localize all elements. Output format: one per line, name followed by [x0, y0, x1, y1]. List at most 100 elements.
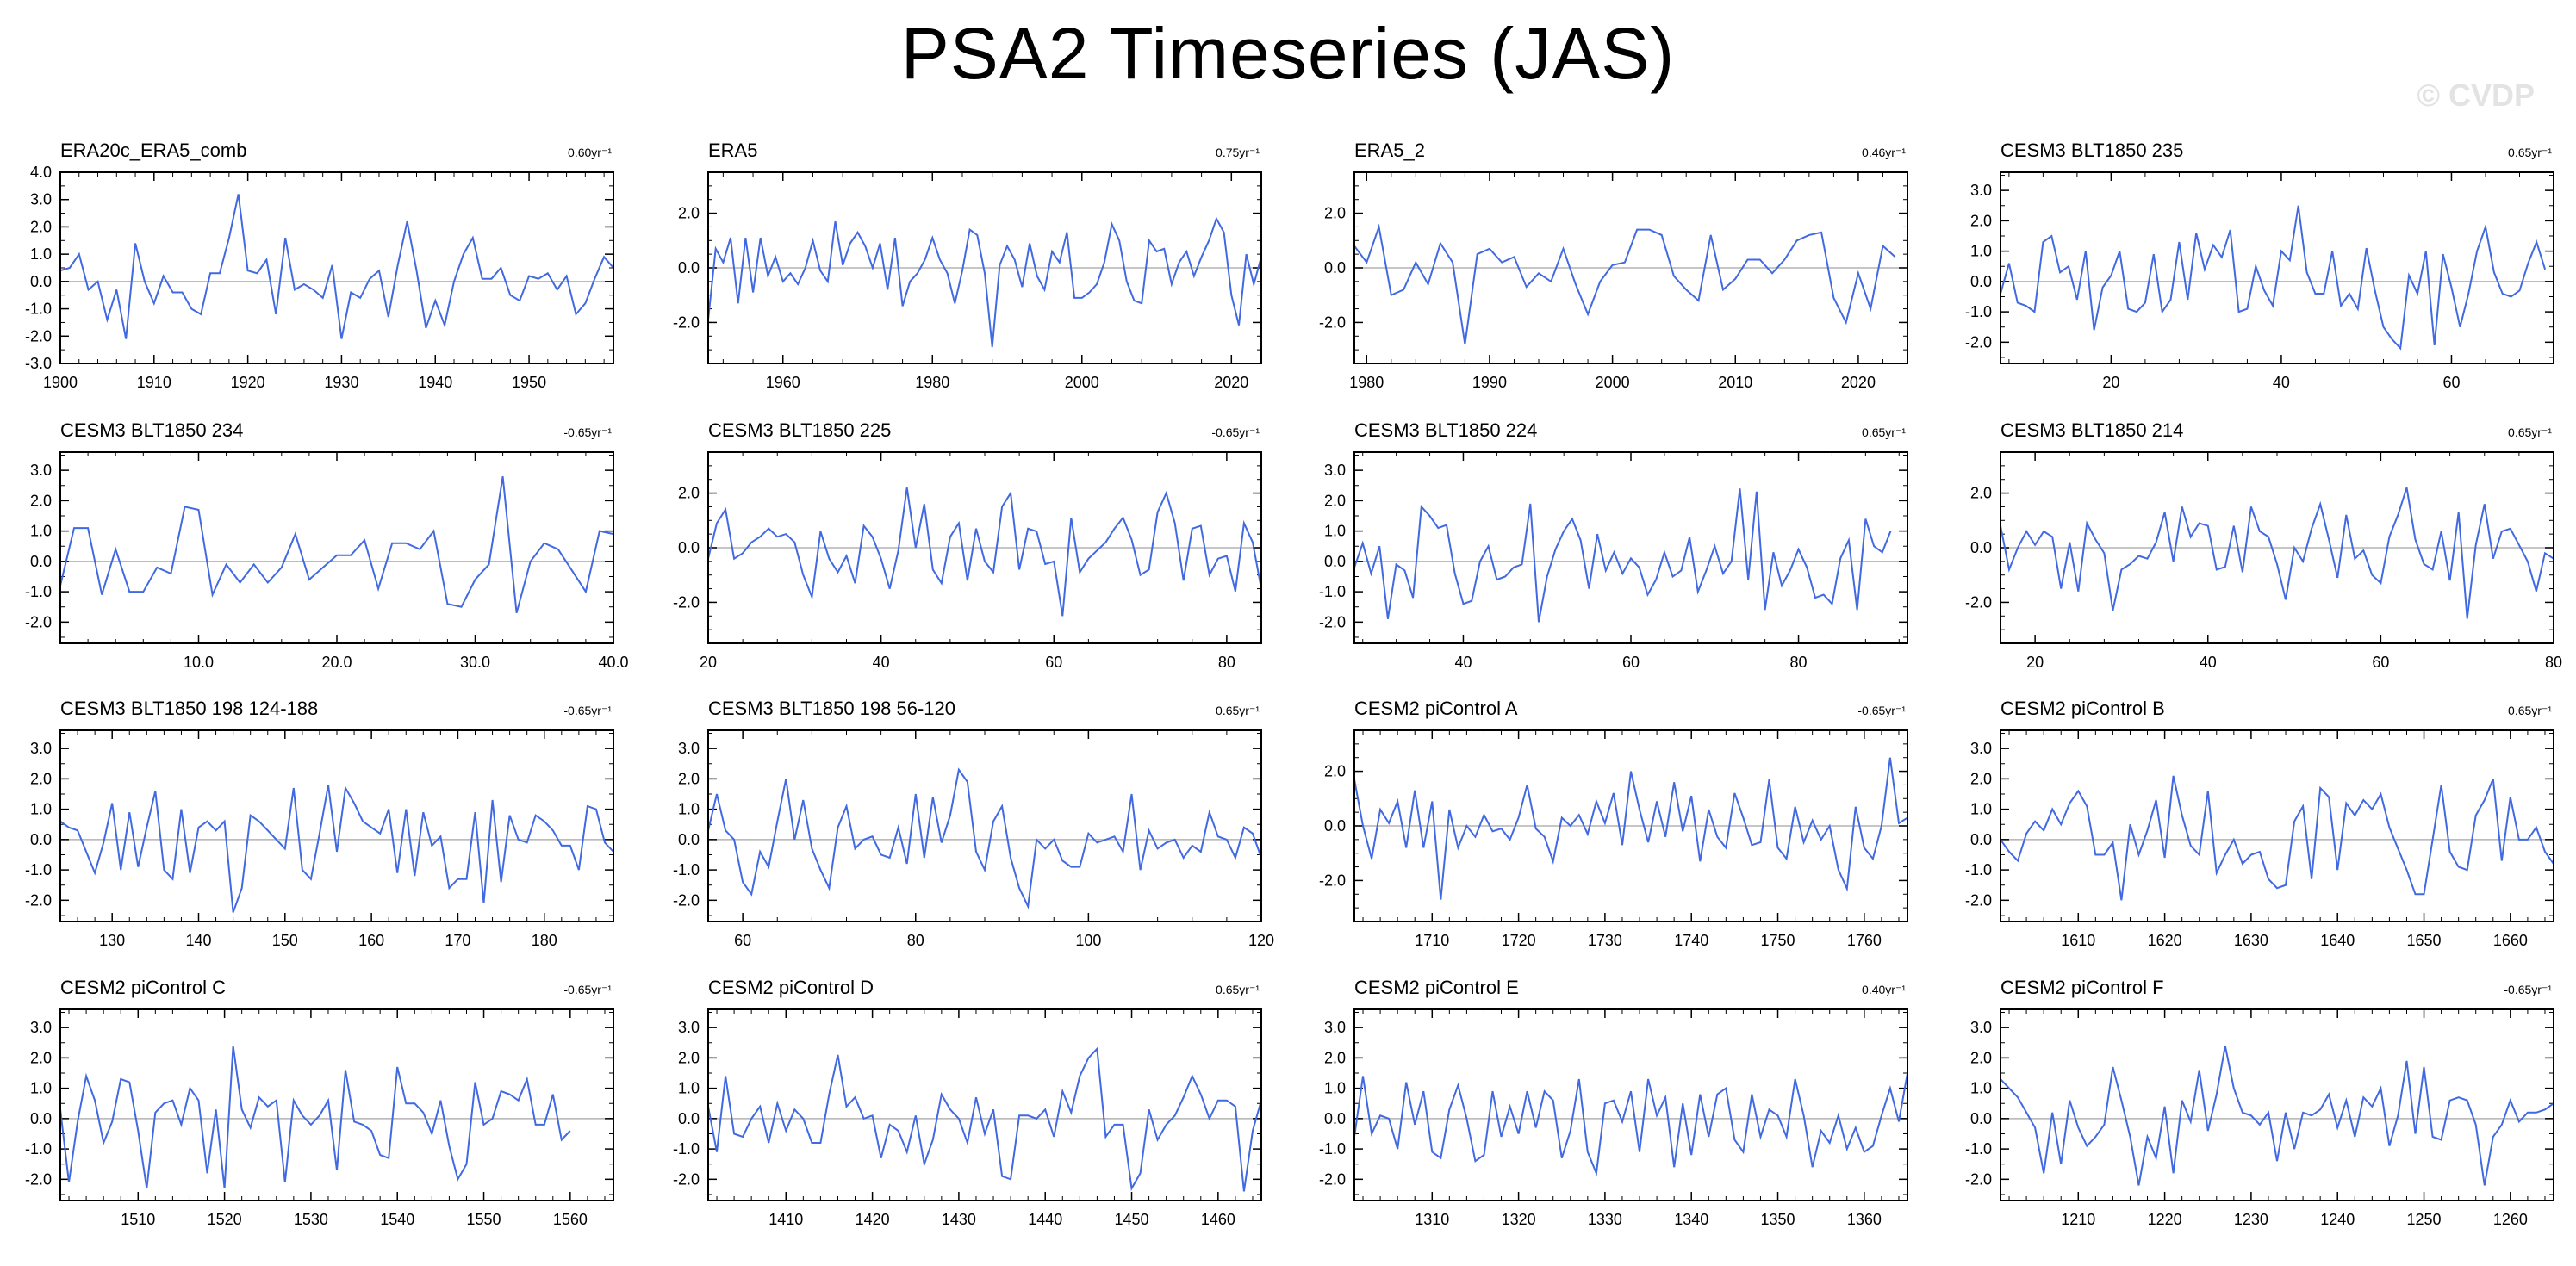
x-tick-label: 1450	[1115, 1211, 1149, 1228]
y-tick-label: 2.0	[30, 1049, 52, 1066]
x-tick-label: 120	[1248, 932, 1274, 949]
x-tick-label: 2020	[1214, 374, 1248, 391]
y-tick-label: 2.0	[30, 492, 52, 509]
y-tick-label: 0.0	[678, 831, 700, 848]
plot-frame	[2000, 1008, 2554, 1201]
x-tick-label: 180	[532, 932, 557, 949]
x-tick-label: 60	[2372, 654, 2389, 671]
plot-frame	[2000, 171, 2554, 364]
panel-trend-label: 0.60yr⁻¹	[568, 146, 612, 159]
x-tick-label: 80	[907, 932, 924, 949]
x-tick-label: 1660	[2493, 932, 2528, 949]
panel-title: CESM3 BLT1850 235	[2000, 140, 2183, 161]
x-tick-label: 20	[2026, 654, 2044, 671]
panel-trend-label: -0.65yr⁻¹	[2504, 983, 2552, 996]
x-tick-label: 40.0	[598, 654, 628, 671]
x-tick-label: 60	[734, 932, 751, 949]
y-tick-label: -2.0	[1319, 1170, 1346, 1188]
x-tick-label: 1540	[380, 1211, 414, 1228]
panel-title: CESM2 piControl B	[2000, 698, 2165, 719]
plot-frame	[1353, 1008, 1908, 1201]
series-line	[59, 1046, 571, 1189]
y-tick-label: 2.0	[1324, 1049, 1346, 1066]
series-line	[1353, 1072, 1908, 1177]
x-tick-label: 1710	[1415, 932, 1449, 949]
x-tick-label: 1410	[768, 1211, 803, 1228]
x-tick-label: 1310	[1415, 1211, 1449, 1228]
x-tick-label: 1560	[553, 1211, 588, 1228]
y-tick-label: -1.0	[1965, 861, 1992, 878]
y-tick-label: 0.0	[1324, 817, 1346, 835]
y-tick-label: -1.0	[25, 301, 52, 318]
panel-title: CESM2 piControl A	[1354, 698, 1518, 719]
panel-title: ERA20c_ERA5_comb	[60, 140, 246, 161]
y-tick-label: -2.0	[1965, 333, 1992, 351]
y-tick-label: -1.0	[673, 861, 700, 878]
plot-frame	[707, 729, 1262, 922]
panel-title: CESM2 piControl E	[1354, 977, 1519, 998]
x-tick-label: 1520	[208, 1211, 242, 1228]
y-tick-label: 1.0	[678, 1080, 700, 1097]
series-line	[1353, 757, 1908, 900]
x-tick-label: 1640	[2320, 932, 2355, 949]
x-tick-label: 20	[700, 654, 717, 671]
chart-panel: CESM2 piControl F -0.65yr⁻¹ -2.0 -1.0 0.0 1.0…	[1965, 977, 2554, 1228]
panel-trend-label: -0.65yr⁻¹	[1857, 704, 1906, 717]
x-tick-label: 130	[99, 932, 125, 949]
figure-title: PSA2 Timeseries (JAS)	[900, 13, 1676, 94]
series-line	[707, 767, 1262, 909]
panel-trend-label: 0.40yr⁻¹	[1862, 983, 1906, 996]
x-tick-label: 160	[358, 932, 384, 949]
y-tick-label: 0.0	[1970, 539, 1992, 556]
x-tick-label: 80	[1790, 654, 1808, 671]
panel-trend-label: 0.65yr⁻¹	[2508, 425, 2552, 439]
chart-panel: CESM3 BLT1850 224 0.65yr⁻¹ -2.0 -1.0 0.0 1.0 2…	[1319, 419, 1908, 671]
y-tick-label: 1.0	[30, 523, 52, 540]
x-tick-label: 1510	[121, 1211, 155, 1228]
x-tick-label: 20	[2102, 374, 2119, 391]
x-tick-label: 1420	[856, 1211, 890, 1228]
x-tick-label: 170	[445, 932, 470, 949]
panel-trend-label: -0.65yr⁻¹	[563, 983, 612, 996]
y-tick-label: 0.0	[30, 273, 52, 290]
x-tick-label: 20.0	[321, 654, 352, 671]
y-tick-label: -2.0	[25, 1170, 52, 1188]
y-tick-label: -2.0	[1965, 593, 1992, 611]
y-tick-label: 2.0	[30, 218, 52, 235]
y-tick-label: 1.0	[678, 801, 700, 818]
x-tick-label: 1330	[1588, 1211, 1622, 1228]
x-tick-label: 1900	[43, 374, 78, 391]
plot-frame	[2000, 729, 2554, 922]
chart-panel: CESM3 BLT1850 234 -0.65yr⁻¹ -2.0 -1.0 0.0 1.0…	[25, 419, 629, 671]
plot-frame	[59, 729, 614, 922]
y-tick-label: 0.0	[1324, 259, 1346, 276]
panel-title: CESM3 BLT1850 234	[60, 419, 243, 441]
x-tick-label: 40	[2273, 374, 2290, 391]
panel-trend-label: -0.65yr⁻¹	[563, 425, 612, 439]
chart-panel: CESM2 piControl C -0.65yr⁻¹ -2.0 -1.0 0.0 1.0…	[25, 977, 614, 1228]
x-tick-label: 1260	[2493, 1211, 2528, 1228]
x-tick-label: 1210	[2061, 1211, 2095, 1228]
y-tick-label: -2.0	[1319, 872, 1346, 889]
y-tick-label: 3.0	[30, 191, 52, 208]
plot-frame	[707, 171, 1262, 364]
series-line	[707, 216, 1262, 348]
series-line	[59, 785, 614, 913]
x-tick-label: 60	[1622, 654, 1640, 671]
series-line	[707, 487, 1262, 617]
y-tick-label: 0.0	[1324, 553, 1346, 570]
y-tick-label: 1.0	[1970, 243, 1992, 260]
chart-panel: CESM2 piControl B 0.65yr⁻¹ -2.0 -1.0 0.0 1.0 2…	[1965, 698, 2554, 949]
x-tick-label: 1610	[2061, 932, 2095, 949]
chart-panel: ERA5 0.75yr⁻¹ -2.0 0.0 2.0 1960 1980 2000 2020	[673, 140, 1262, 391]
chart-panel: ERA20c_ERA5_comb 0.60yr⁻¹ -3.0 -2.0 -1.0 0.0 1…	[25, 140, 614, 391]
x-tick-label: 1750	[1761, 932, 1795, 949]
series-line	[2000, 205, 2547, 351]
series-line	[1353, 223, 1896, 344]
x-tick-label: 1990	[1472, 374, 1507, 391]
y-tick-label: -1.0	[1965, 303, 1992, 320]
y-tick-label: -2.0	[1319, 613, 1346, 630]
y-tick-label: -2.0	[673, 593, 700, 611]
plot-frame	[707, 1008, 1262, 1201]
